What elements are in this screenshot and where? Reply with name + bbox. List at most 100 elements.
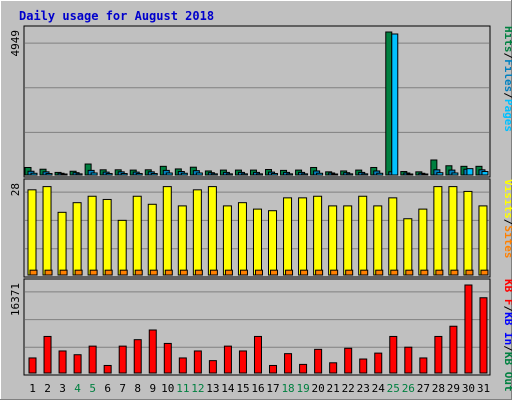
x-tick-label: 13 [206,382,219,395]
bar-visits-7 [117,219,127,276]
bar-kb-f-20 [314,348,323,374]
legend-item: / [502,53,512,60]
x-tick-label: 15 [236,382,249,395]
bar-sites-21 [330,269,339,276]
bar-kb-f-30 [464,284,473,374]
x-tick-label: 3 [59,382,66,395]
bar-visits-21 [328,205,338,276]
bar-visits-31 [478,205,488,276]
bar-visits-9 [147,203,157,276]
bar-visits-14 [222,205,232,276]
bar-kb-f-15 [238,350,247,374]
bar-visits-26 [403,218,413,276]
legend-item: KB F [502,279,512,306]
bar-kb-f-25 [389,335,398,374]
x-tick-label: 20 [312,382,325,395]
legend-item: / [502,92,512,99]
bar-sites-7 [119,269,128,276]
bar-sites-25 [390,269,399,276]
bar-pages-8 [135,173,143,176]
bar-sites-22 [345,269,354,276]
bar-pages-29 [451,172,459,176]
bar-pages-31 [481,171,489,176]
x-tick-label: 27 [417,382,430,395]
x-axis-day-labels: 1 2 3 4 5 6 7 8 9 10 11 12 13 14 15 16 17 18 19 20 21 22 23 24 2… [29,382,490,395]
bar-kb-f-16 [253,335,262,374]
bar-sites-17 [270,269,279,276]
x-tick-label: 16 [251,382,264,395]
x-tick-label: 9 [149,382,156,395]
chart-title: Daily usage for August 2018 [19,9,214,23]
bar-kb-f-24 [374,352,383,374]
bar-kb-f-3 [58,350,67,374]
x-tick-label: 8 [134,382,141,395]
x-tick-label: 6 [104,382,111,395]
x-tick-label: 26 [402,382,415,395]
kbytes_panel-max-label: 16371 [9,283,22,316]
bar-pages-7 [120,173,128,176]
bar-sites-2 [44,269,53,276]
bar-pages-26 [406,173,414,176]
bar-pages-4 [75,173,83,176]
bar-sites-15 [239,269,248,276]
bar-visits-24 [373,205,383,276]
bar-visits-16 [252,208,262,276]
legend-item: / [502,345,512,352]
series-kb-f [28,284,488,374]
legend-item: / [502,219,512,226]
hits_panel-plot-area [23,25,491,178]
bar-pages-18 [286,173,294,176]
bar-pages-11 [180,172,188,176]
bar-pages-19 [301,173,309,176]
bar-sites-20 [315,269,324,276]
bar-pages-23 [361,173,369,176]
bar-kb-f-7 [118,345,127,374]
legend-item: Sites [502,225,512,258]
bar-sites-4 [74,269,83,276]
bar-visits-11 [177,205,187,276]
bar-sites-24 [375,269,384,276]
legend-item: / [502,306,512,313]
bar-sites-14 [224,269,233,276]
bar-pages-16 [255,173,263,176]
bar-pages-10 [165,172,173,176]
visits_panel: 28 Visits/Sites [9,178,512,278]
bar-visits-6 [102,198,112,276]
bar-kb-f-27 [419,357,428,374]
bar-pages-27 [421,173,429,176]
bar-visits-30 [463,190,473,276]
legend-item: Visits [502,179,512,219]
x-tick-label: 25 [387,382,400,395]
hits_panel-legend: Hits/Files/Pages [502,26,512,132]
bar-pages-6 [105,173,113,176]
x-tick-label: 12 [191,382,204,395]
bar-kb-f-28 [434,335,443,374]
bar-visits-5 [87,195,97,276]
bar-visits-3 [57,211,67,276]
bar-pages-24 [376,172,384,176]
bar-visits-13 [207,186,217,276]
bar-hits-25 [385,31,393,176]
series-sites [29,269,489,276]
x-tick-label: 5 [89,382,96,395]
visits_panel-max-label: 28 [9,183,22,196]
bar-visits-23 [358,195,368,276]
bar-visits-15 [237,202,247,276]
bar-kb-f-18 [284,353,293,374]
bar-kb-f-13 [208,360,217,374]
bar-sites-3 [59,269,68,276]
x-tick-label: 2 [44,382,51,395]
bar-sites-29 [450,269,459,276]
bar-sites-31 [480,269,489,276]
bar-pages-25 [391,33,399,176]
legend-item: Hits [502,26,512,53]
bar-pages-3 [60,173,68,176]
x-tick-label: 23 [357,382,370,395]
bar-sites-10 [164,269,173,276]
bar-visits-17 [268,210,278,276]
legend-item: Files [502,59,512,92]
x-tick-label: 22 [342,382,355,395]
bar-kb-f-14 [223,345,232,374]
